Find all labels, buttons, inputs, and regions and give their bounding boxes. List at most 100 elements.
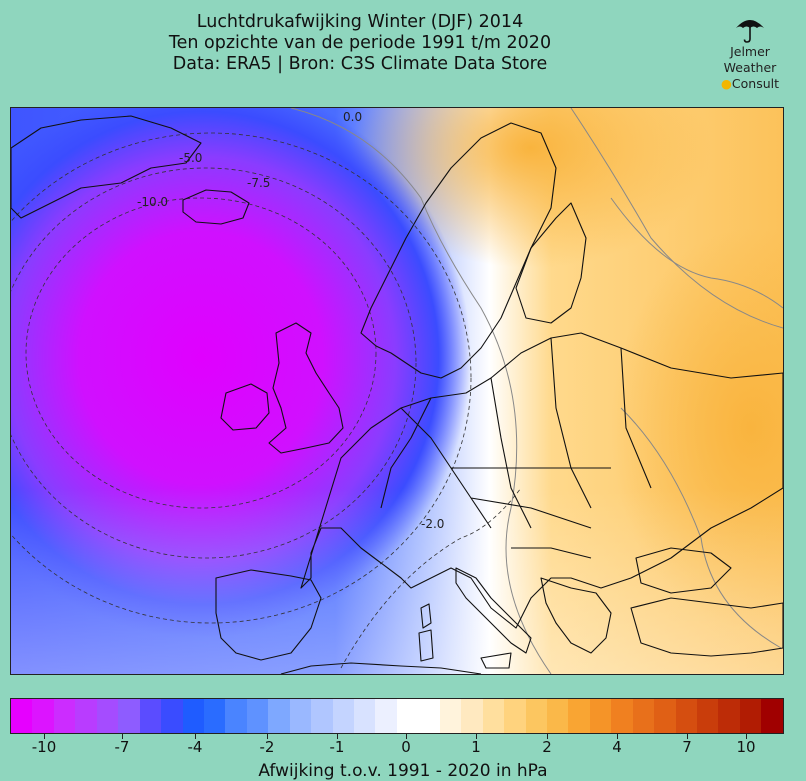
colorbar-swatch <box>289 699 312 733</box>
colorbar-swatch <box>53 699 76 733</box>
colorbar-swatch <box>203 699 226 733</box>
great-britain-outline <box>268 322 344 454</box>
colorbar-swatch <box>761 699 783 733</box>
contour-label-minus5: -5.0 <box>179 151 202 165</box>
colorbar-title: Afwijking t.o.v. 1991 - 2020 in hPa <box>258 761 548 781</box>
colorbar-tick-label: -2 <box>259 738 275 756</box>
colorbar-tick-label: 4 <box>612 738 622 756</box>
colorbar-tick-mark <box>617 733 618 739</box>
ireland-outline <box>220 383 270 431</box>
coastlines <box>11 115 783 674</box>
scandinavia-outline <box>360 122 557 379</box>
colorbar-swatch <box>96 699 119 733</box>
colorbar-swatch <box>589 699 612 733</box>
colorbar-swatch <box>396 699 419 733</box>
contour-label-minus7-5: -7.5 <box>247 176 270 190</box>
colorbar-swatch <box>311 699 333 733</box>
borders <box>380 337 652 559</box>
colorbar-swatch <box>611 699 633 733</box>
southern-fade <box>11 488 783 674</box>
iceland-outline <box>182 189 250 225</box>
colorbar-tick-label: 7 <box>682 738 692 756</box>
colorbar-swatch <box>718 699 740 733</box>
turkey-outline <box>630 597 783 657</box>
title-line-3: Data: ERA5 | Bron: C3S Climate Data Stor… <box>172 54 548 74</box>
colorbar-swatch <box>225 699 247 733</box>
colorbar-swatch <box>161 699 183 733</box>
contour-labels: 0.0 -5.0 -7.5 -10.0 -2.0 <box>137 110 444 531</box>
contour-label-minus10: -10.0 <box>137 195 168 209</box>
colorbar-swatch <box>675 699 697 733</box>
map-svg: 0.0 -5.0 -7.5 -10.0 -2.0 <box>11 108 783 674</box>
colorbar-tick-label: -10 <box>31 738 57 756</box>
colorbar-swatch <box>739 699 762 733</box>
corsica-outline <box>420 603 432 629</box>
colorbar-swatch <box>32 699 54 733</box>
italy-outline <box>455 567 532 654</box>
colorbar-swatch <box>268 699 290 733</box>
logo-line-3: ●Consult <box>720 76 780 91</box>
umbrella-icon <box>736 20 764 43</box>
logo-line-2: Weather <box>723 60 777 75</box>
colorbar-swatch <box>525 699 547 733</box>
balkans-outline <box>540 577 612 654</box>
contours-negative <box>11 132 522 669</box>
colorbar <box>10 698 784 734</box>
colorbar-swatch <box>139 699 162 733</box>
colorbar-swatch <box>375 699 397 733</box>
title-line-1: Luchtdrukafwijking Winter (DJF) 2014 <box>196 12 524 32</box>
colorbar-swatch <box>418 699 440 733</box>
colorbar-tick-label: 0 <box>401 738 411 756</box>
colorbar-swatch <box>546 699 569 733</box>
colorbar-swatch <box>75 699 97 733</box>
contours-positive <box>290 108 783 674</box>
colorbar-tick-label: -7 <box>114 738 130 756</box>
colorbar-tick-mark <box>476 733 477 739</box>
colorbar-swatch <box>482 699 505 733</box>
finland-outline <box>515 202 587 324</box>
colorbar-swatch <box>439 699 462 733</box>
colorbar-tick-label: 1 <box>471 738 481 756</box>
colorbar-tick-mark <box>195 733 196 739</box>
colorbar-tick-mark <box>406 733 407 739</box>
logo-line-1: Jelmer <box>730 44 770 59</box>
high-anomaly-north <box>351 108 711 268</box>
colorbar-swatch <box>697 699 719 733</box>
colorbar-tick-mark <box>687 733 688 739</box>
colorbar-swatch <box>11 699 33 733</box>
logo: Jelmer Weather ●Consult <box>705 14 795 92</box>
colorbar-tick-mark <box>122 733 123 739</box>
colorbar-swatch <box>461 699 483 733</box>
colorbar-tick-mark <box>547 733 548 739</box>
colorbar-tick-mark <box>44 733 45 739</box>
colorbar-tick-label: -4 <box>187 738 203 756</box>
colorbar-tick-label: 2 <box>542 738 552 756</box>
continental-europe-outline <box>300 332 783 629</box>
colorbar-tick-mark <box>746 733 747 739</box>
colorbar-swatch <box>354 699 376 733</box>
colorbar-swatch <box>182 699 204 733</box>
colorbar-tick-mark <box>337 733 338 739</box>
sicily-outline <box>480 652 512 669</box>
contour-label-minus2: -2.0 <box>421 517 444 531</box>
colorbar-swatch <box>568 699 590 733</box>
colorbar-tick-mark <box>267 733 268 739</box>
colorbar-swatch <box>118 699 140 733</box>
iberia-outline <box>215 569 322 661</box>
colorbar-swatch <box>504 699 526 733</box>
colorbar-swatch <box>246 699 269 733</box>
north-africa-outline <box>280 662 482 674</box>
greenland-outline <box>11 115 202 219</box>
colorbar-ticks: -10 -7 -4 -2 -1 0 1 2 4 7 10 <box>10 733 782 763</box>
logo-line-3-text: Consult <box>731 76 780 91</box>
colorbar-swatch <box>654 699 676 733</box>
contour-label-0: 0.0 <box>343 110 362 124</box>
colorbar-tick-label: 10 <box>736 738 756 756</box>
sardinia-outline <box>418 629 434 662</box>
pressure-anomaly-map: 0.0 -5.0 -7.5 -10.0 -2.0 <box>10 107 784 675</box>
colorbar-swatch <box>332 699 354 733</box>
black-sea-outline <box>635 547 732 594</box>
title-line-2: Ten opzichte van de periode 1991 t/m 202… <box>168 33 552 53</box>
title-block: Luchtdrukafwijking Winter (DJF) 2014 Ten… <box>0 12 720 75</box>
colorbar-tick-label: -1 <box>329 738 345 756</box>
